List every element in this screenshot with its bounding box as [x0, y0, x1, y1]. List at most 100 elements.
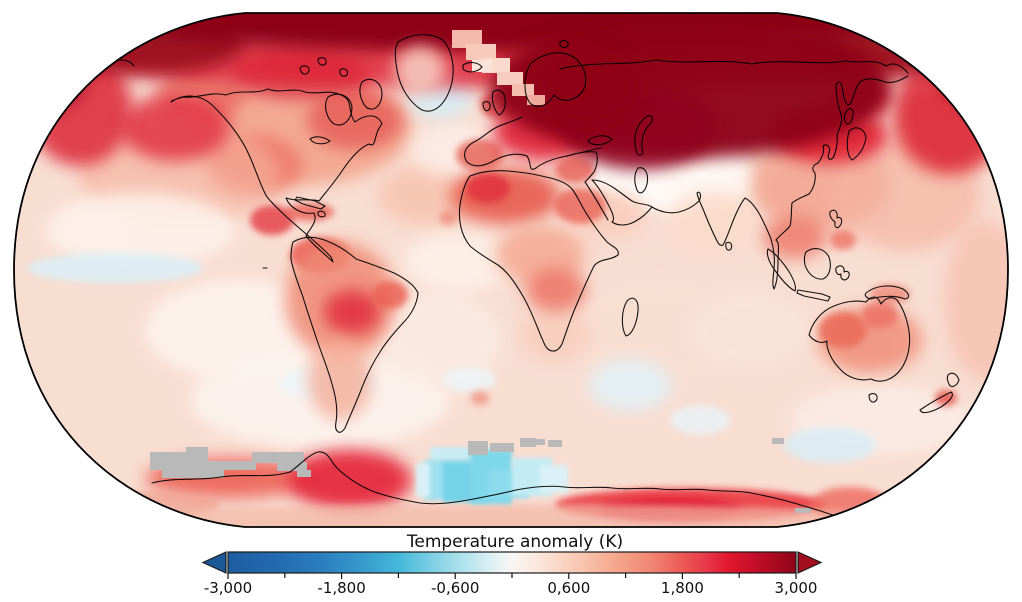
- colorbar-tick-label: -3,000: [204, 579, 252, 597]
- anomaly-blob: [308, 340, 372, 420]
- coastline-path: [725, 241, 733, 251]
- anomaly-blob: [288, 450, 412, 510]
- anomaly-blob: [670, 192, 754, 252]
- coastline-path: [634, 167, 649, 194]
- anomaly-blob: [870, 284, 910, 304]
- coastline-path: [634, 115, 653, 156]
- anomaly-blob: [372, 281, 408, 309]
- coastline-path: [339, 68, 348, 77]
- coastline-path: [651, 191, 810, 290]
- coastline-path: [808, 296, 911, 382]
- grid-cell-block: [527, 95, 545, 105]
- no-data-block: [520, 438, 536, 447]
- anomaly-blob: [945, 220, 1008, 380]
- colorbar-tick-label: 3,000: [775, 579, 818, 597]
- anomaly-blob: [466, 173, 510, 203]
- no-data-block: [490, 443, 514, 452]
- anomaly-blob: [402, 232, 518, 292]
- coastline-path: [584, 181, 609, 221]
- anomaly-blob: [554, 188, 606, 224]
- grid-cell-block: [416, 463, 430, 497]
- colorbar-title: Temperature anomaly (K): [406, 532, 623, 552]
- coastline-path: [621, 297, 639, 337]
- no-data-block: [795, 508, 811, 513]
- anomaly-blob: [937, 16, 1008, 108]
- no-data-block: [468, 441, 488, 455]
- anomaly-blob: [830, 230, 856, 250]
- coastline-path: [803, 248, 831, 280]
- anomaly-blob: [307, 90, 403, 150]
- anomaly-blob: [45, 192, 235, 268]
- colorbar-ticks: [227, 573, 797, 579]
- coastlines: [111, 34, 960, 522]
- coastline-path: [835, 265, 850, 281]
- colorbar-tick-label: -0,600: [431, 579, 479, 597]
- anomaly-blob: [456, 139, 504, 171]
- no-data-block: [186, 447, 208, 453]
- no-data-block: [150, 452, 208, 462]
- no-data-block: [277, 462, 307, 471]
- no-data-block: [533, 439, 545, 445]
- anomaly-blob: [526, 268, 586, 312]
- anomaly-blob: [536, 50, 640, 122]
- anomaly-blob: [378, 165, 482, 225]
- anomaly-blob: [27, 253, 203, 283]
- colorbar-tick-label: 0,600: [547, 579, 590, 597]
- anomaly-blob: [588, 359, 672, 411]
- anomaly-blob: [819, 312, 867, 348]
- no-data-block: [297, 470, 311, 477]
- grid-cell-block: [472, 60, 492, 72]
- anomaly-blob: [471, 391, 489, 405]
- coastline-path: [294, 196, 326, 210]
- colorbar: Temperature anomaly (K) -3,000 -1,800 -0,6…: [201, 532, 823, 597]
- anomaly-blob: [555, 157, 595, 183]
- grid-cell-block: [466, 44, 496, 60]
- projection-outline: [13, 12, 1009, 528]
- coastline-path: [829, 209, 843, 229]
- grid-cell-block: [452, 30, 482, 48]
- no-data-block: [252, 452, 304, 463]
- anomaly-blob: [935, 390, 957, 406]
- coastline-path: [325, 93, 353, 126]
- coastline-path: [808, 75, 909, 195]
- no-data-block: [150, 461, 256, 470]
- coastline-path: [299, 65, 310, 75]
- coastline-path: [843, 107, 854, 125]
- colorbar-under-arrow: [201, 551, 227, 574]
- coastline-path: [309, 136, 331, 145]
- coastline-path: [868, 393, 878, 403]
- coastline-path: [846, 127, 867, 161]
- colorbar-tick-labels: -3,000 -1,800 -0,600 0,600 1,800 3,000: [204, 579, 818, 597]
- anomaly-blob: [670, 405, 730, 435]
- colorbar-tick-label: -1,800: [317, 579, 365, 597]
- coastline-path: [462, 62, 483, 73]
- coastline-path: [491, 89, 506, 116]
- coastline-path: [559, 59, 909, 74]
- anomaly-blob: [519, 309, 591, 361]
- coastline-path: [482, 101, 491, 112]
- coastline-path: [766, 248, 797, 292]
- coastline-path: [587, 135, 613, 146]
- coastline-path: [317, 210, 326, 218]
- coastline-path: [464, 116, 602, 170]
- coastline-path: [946, 372, 960, 388]
- anomaly-blob: [862, 302, 898, 328]
- gridded-data-blocks: [150, 30, 811, 513]
- coastline-path: [458, 170, 619, 352]
- anomaly-blob: [394, 46, 446, 94]
- coastline-path: [796, 289, 831, 302]
- anomaly-blob: [120, 95, 230, 161]
- colorbar-tick-label: 1,800: [661, 579, 704, 597]
- grid-cell-block: [497, 72, 523, 85]
- coastline-path: [170, 88, 383, 263]
- coastline-path: [524, 52, 587, 107]
- coastline-path: [290, 236, 419, 433]
- no-data-block: [162, 470, 224, 478]
- coastline-path: [559, 40, 569, 48]
- colorbar-over-arrow: [797, 551, 823, 574]
- anomaly-blob: [250, 205, 294, 235]
- coastline-path: [359, 78, 383, 110]
- coastline-path: [919, 391, 953, 414]
